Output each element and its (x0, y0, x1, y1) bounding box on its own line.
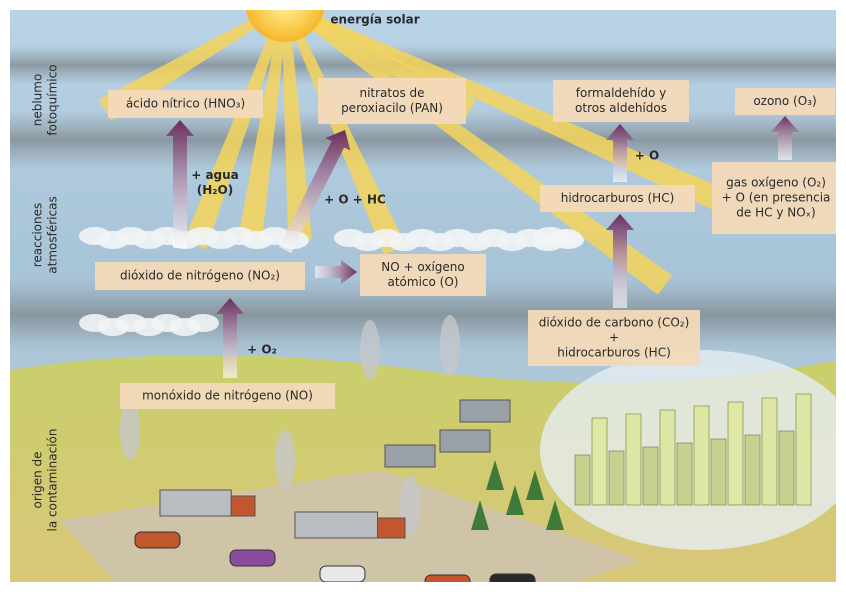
node-label: gas oxígeno (O₂) (726, 176, 826, 190)
building (711, 439, 726, 505)
node-label: hidrocarburos (HC) (557, 346, 671, 360)
node-label: atómico (O) (388, 275, 459, 289)
node-label: + O (en presencia (722, 191, 831, 205)
node-label: otros aldehídos (575, 101, 667, 115)
truck (295, 512, 378, 538)
building (592, 418, 607, 505)
side-label: neblumo (31, 74, 45, 127)
building (796, 394, 811, 505)
node-label: ozono (O₃) (753, 94, 816, 108)
building (745, 435, 760, 505)
arrow-label: (H₂O) (197, 183, 233, 197)
building (694, 406, 709, 505)
building (575, 455, 590, 505)
building (779, 431, 794, 505)
factory (460, 400, 510, 422)
node-label: NO + oxígeno (381, 260, 464, 274)
diagram: energía solar + agua(H₂O) + O + HC + O + O₂… (0, 0, 846, 592)
side-label: la contaminación (46, 429, 60, 532)
building (609, 451, 624, 505)
node-label: monóxido de nitrógeno (NO) (142, 389, 313, 403)
building (643, 447, 658, 505)
node-label: hidrocarburos (HC) (561, 191, 675, 205)
node-label: dióxido de nitrógeno (NO₂) (120, 269, 280, 283)
smoke (440, 315, 460, 375)
node-label: dióxido de carbono (CO₂) (539, 316, 690, 330)
node-label: peroxiacilo (PAN) (341, 101, 443, 115)
building (626, 414, 641, 505)
smoke (360, 320, 380, 380)
truck-cab (231, 496, 255, 516)
node-label: + (609, 331, 619, 345)
side-label: fotoquímico (46, 64, 60, 135)
smoke (275, 430, 295, 490)
building (660, 410, 675, 505)
factory (440, 430, 490, 452)
arrow-label: + agua (191, 168, 239, 182)
truck-cab (378, 518, 406, 538)
arrow-label: + O + HC (324, 193, 386, 207)
car (135, 532, 180, 548)
car (230, 550, 275, 566)
node-label: de HC y NOₓ) (736, 206, 815, 220)
node-label: formaldehído y (576, 86, 666, 100)
car (320, 566, 365, 582)
arrow-label: + O₂ (247, 343, 277, 357)
truck (160, 490, 231, 516)
factory (385, 445, 435, 467)
cloud (187, 314, 219, 332)
side-label: reacciones (31, 203, 45, 268)
node-label: nitratos de (359, 86, 424, 100)
side-label: atmosféricas (46, 196, 60, 273)
sun-label: energía solar (330, 13, 419, 27)
cloud (552, 231, 584, 249)
building (728, 402, 743, 505)
building (677, 443, 692, 505)
arrow-label: + O (635, 149, 659, 163)
side-label: origen de (31, 451, 45, 508)
node-label: ácido nítrico (HNO₃) (126, 97, 245, 111)
building (762, 398, 777, 505)
